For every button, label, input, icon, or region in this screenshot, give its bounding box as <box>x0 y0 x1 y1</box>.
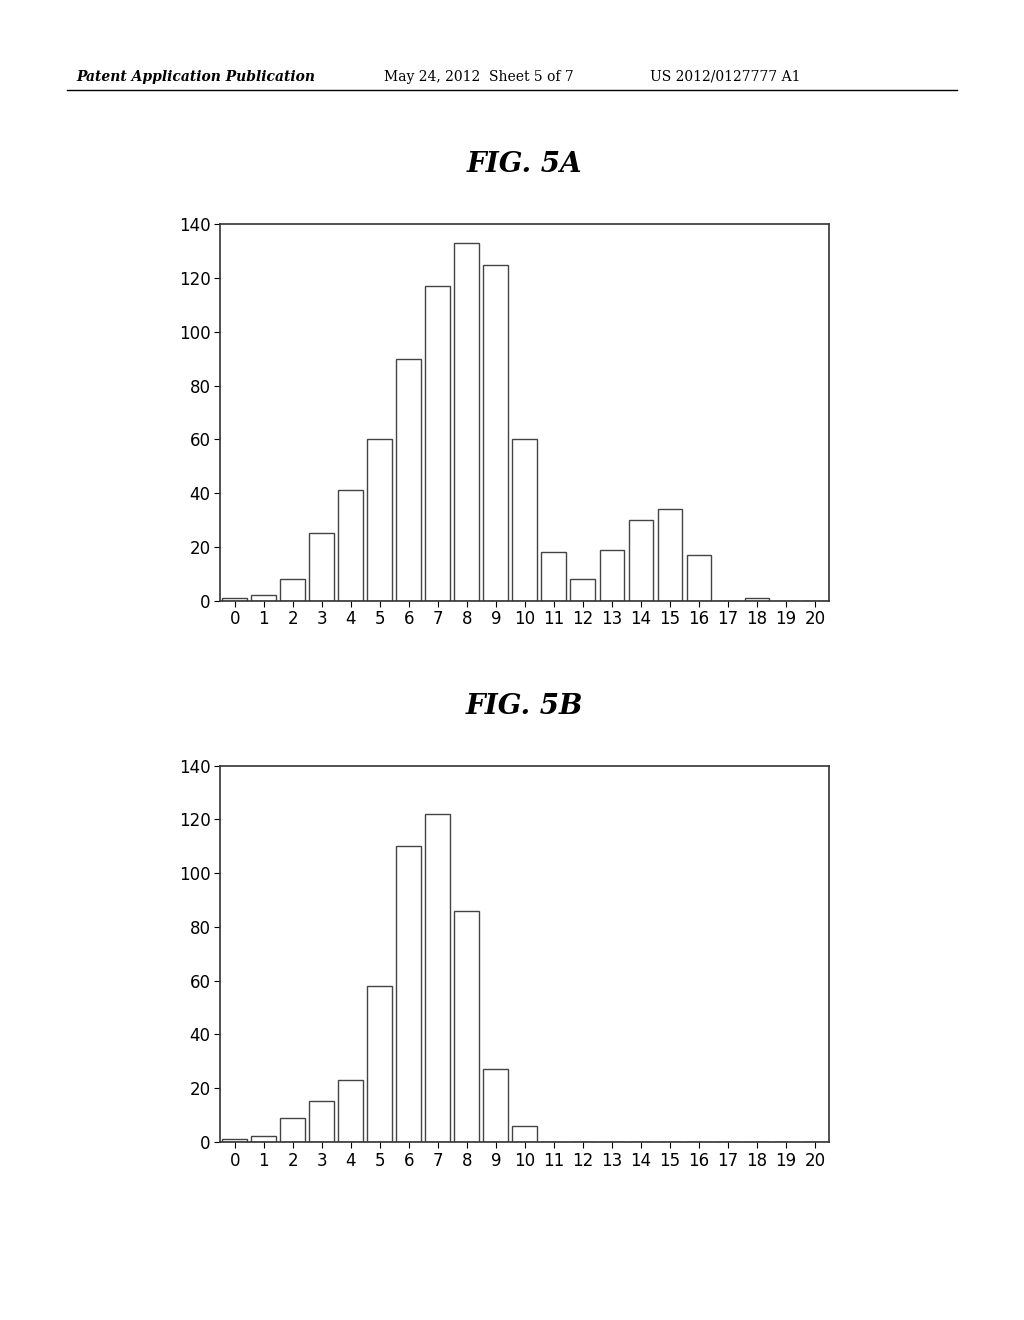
Bar <box>368 440 392 601</box>
Bar <box>309 533 334 601</box>
Bar <box>338 1080 364 1142</box>
Bar <box>251 595 276 601</box>
Bar <box>512 440 538 601</box>
Bar <box>455 911 479 1142</box>
Bar <box>512 1126 538 1142</box>
Bar <box>629 520 653 601</box>
Text: FIG. 5A: FIG. 5A <box>467 152 583 178</box>
Bar <box>686 554 712 601</box>
Bar <box>309 1101 334 1142</box>
Bar <box>222 598 247 601</box>
Bar <box>251 1137 276 1142</box>
Bar <box>425 814 451 1142</box>
Text: Patent Application Publication: Patent Application Publication <box>77 70 315 83</box>
Bar <box>338 491 364 601</box>
Bar <box>425 286 451 601</box>
Bar <box>570 579 595 601</box>
Bar <box>222 1139 247 1142</box>
Bar <box>368 986 392 1142</box>
Bar <box>542 552 566 601</box>
Bar <box>744 598 769 601</box>
Text: US 2012/0127777 A1: US 2012/0127777 A1 <box>650 70 801 83</box>
Bar <box>281 1118 305 1142</box>
Bar <box>599 549 625 601</box>
Bar <box>396 846 421 1142</box>
Text: FIG. 5B: FIG. 5B <box>466 693 584 719</box>
Text: May 24, 2012  Sheet 5 of 7: May 24, 2012 Sheet 5 of 7 <box>384 70 573 83</box>
Bar <box>396 359 421 601</box>
Bar <box>281 579 305 601</box>
Bar <box>455 243 479 601</box>
Bar <box>483 265 508 601</box>
Bar <box>657 510 682 601</box>
Bar <box>483 1069 508 1142</box>
